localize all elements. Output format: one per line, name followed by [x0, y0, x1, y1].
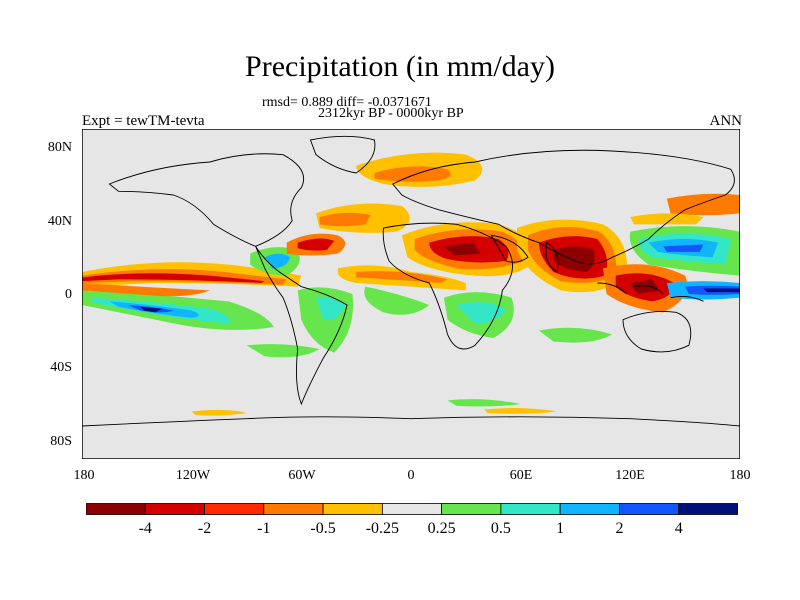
lon-tick-120e: 120E	[615, 468, 645, 483]
lon-tick-60w: 60W	[288, 468, 316, 483]
lat-tick-40n: 40N	[47, 214, 72, 229]
colorbar-label-2: -1	[257, 520, 271, 537]
colorbar-box-2	[204, 503, 265, 515]
season-label: ANN	[709, 113, 743, 129]
lon-tick-180e: 180	[729, 468, 751, 483]
colorbar-label-8: 2	[615, 520, 624, 537]
lat-tick-80n: 80N	[47, 140, 72, 155]
colorbar-label-1: -2	[197, 520, 212, 537]
lat-tick-0: 0	[65, 287, 72, 302]
lon-tick-0: 0	[407, 468, 415, 483]
colorbar-label-3: -0.5	[310, 520, 336, 537]
colorbar-box-10	[678, 503, 738, 515]
precipitation-map	[82, 129, 740, 459]
colorbar-label-4: -0.25	[365, 520, 400, 537]
colorbar-box-4	[322, 503, 383, 515]
colorbar	[86, 503, 738, 515]
colorbar-box-5	[381, 503, 443, 515]
rmsd-diff-stats: rmsd= 0.889 diff= -0.0371671	[262, 95, 432, 110]
lat-tick-80s: 80S	[50, 434, 72, 449]
colorbar-label-9: 4	[674, 520, 683, 537]
colorbar-box-0	[86, 503, 146, 515]
colorbar-label-7: 1	[556, 520, 565, 537]
time-period-label: 2312kyr BP - 0000kyr BP	[318, 106, 464, 121]
colorbar-label-5: 0.25	[427, 520, 456, 537]
colorbar-box-8	[559, 503, 620, 515]
lon-tick-180w: 180	[73, 468, 95, 483]
colorbar-box-3	[263, 503, 324, 515]
anomaly-fields	[82, 152, 740, 416]
colorbar-label-0: -4	[138, 520, 152, 537]
colorbar-box-6	[441, 503, 502, 515]
coastlines	[82, 135, 740, 427]
chart-title: Precipitation (in mm/day)	[245, 50, 555, 83]
experiment-label: Expt = tewTM-tevta	[82, 113, 205, 129]
colorbar-box-9	[619, 503, 680, 515]
lon-tick-120w: 120W	[175, 468, 211, 483]
colorbar-box-1	[144, 503, 205, 515]
colorbar-label-6: 0.5	[490, 520, 511, 537]
lat-tick-40s: 40S	[50, 360, 72, 375]
colorbar-box-7	[500, 503, 561, 515]
lon-tick-60e: 60E	[509, 468, 533, 483]
